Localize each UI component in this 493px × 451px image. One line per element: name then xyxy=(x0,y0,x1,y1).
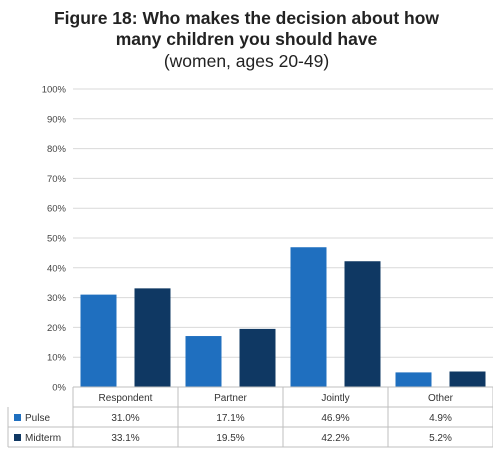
bar-midterm xyxy=(134,288,171,387)
legend-label-pulse: Pulse xyxy=(25,413,50,424)
y-tick-label: 70% xyxy=(47,174,67,185)
data-label: 17.1% xyxy=(216,413,244,424)
chart-title-line2: many children you should have xyxy=(115,29,378,49)
y-tick-label: 10% xyxy=(47,353,67,364)
bar-midterm xyxy=(239,328,276,387)
legend-label-midterm: Midterm xyxy=(25,433,61,444)
chart-title: Figure 18: Who makes the decision about … xyxy=(53,8,440,28)
bar-pulse xyxy=(290,247,327,387)
legend-swatch-pulse xyxy=(14,414,21,421)
bar-pulse xyxy=(395,372,432,387)
y-tick-label: 100% xyxy=(42,85,67,96)
category-label: Respondent xyxy=(99,393,153,404)
data-label: 42.2% xyxy=(321,433,349,444)
bar-pulse xyxy=(80,294,117,387)
y-tick-label: 80% xyxy=(47,144,67,155)
data-label: 31.0% xyxy=(111,413,139,424)
y-tick-label: 90% xyxy=(47,114,67,125)
data-label: 5.2% xyxy=(429,433,452,444)
chart-subtitle: (women, ages 20-49) xyxy=(163,51,330,71)
bar-pulse xyxy=(185,336,222,387)
data-label: 33.1% xyxy=(111,433,139,444)
y-tick-label: 40% xyxy=(47,263,67,274)
category-label: Partner xyxy=(214,393,247,404)
bar-midterm xyxy=(449,371,486,387)
data-label: 19.5% xyxy=(216,433,244,444)
y-tick-label: 0% xyxy=(52,383,66,394)
y-tick-label: 50% xyxy=(47,234,67,245)
y-tick-label: 20% xyxy=(47,323,67,334)
data-label: 4.9% xyxy=(429,413,452,424)
data-label: 46.9% xyxy=(321,413,349,424)
category-label: Other xyxy=(428,393,454,404)
category-label: Jointly xyxy=(321,393,349,404)
legend-swatch-midterm xyxy=(14,434,21,441)
y-tick-label: 30% xyxy=(47,293,67,304)
bar-midterm xyxy=(344,261,381,387)
y-tick-label: 60% xyxy=(47,204,67,215)
